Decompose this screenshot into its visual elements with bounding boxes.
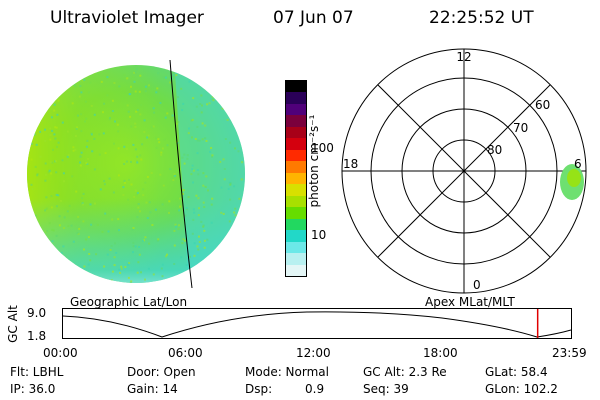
- polar-plot: 12 18 6 0 60 70 80: [341, 48, 587, 294]
- seq-field: Seq: 39: [363, 382, 409, 396]
- x-tick-2359: 23:59: [552, 346, 587, 360]
- mlt-label-6: 6: [574, 157, 582, 171]
- strip-frame: [62, 308, 572, 339]
- colorbar-band: [286, 149, 306, 162]
- lat-label-70: 70: [513, 121, 528, 135]
- colorbar-tick-100: 100: [311, 141, 334, 155]
- mode-field: Mode: Normal: [245, 365, 329, 379]
- terminator-line: [169, 59, 193, 289]
- colorbar-band: [286, 207, 306, 219]
- colorbar-band: [286, 230, 306, 242]
- colorbar-band: [286, 241, 306, 254]
- polar-label: Apex MLat/MLT: [425, 295, 515, 309]
- colorbar-band: [286, 161, 306, 173]
- lat-label-60: 60: [535, 98, 550, 112]
- x-tick-1200: 12:00: [296, 346, 331, 360]
- gc-alt-field: GC Alt: 2.3 Re: [363, 365, 447, 379]
- orbit-altitude-curve: [62, 311, 572, 338]
- colorbar-band: [286, 184, 306, 196]
- uv-globe-image: [27, 59, 245, 289]
- mlt-label-0: 0: [473, 278, 481, 292]
- colorbar-band: [286, 103, 306, 116]
- flt-field: Flt: LBHL: [10, 365, 64, 379]
- lat-label-80: 80: [487, 143, 502, 157]
- glon-field: GLon: 102.2: [485, 382, 558, 396]
- alt-tick-1-8: 1.8: [27, 329, 47, 343]
- dsp-field-label: Dsp:: [245, 382, 273, 396]
- colorbar-band: [286, 264, 306, 276]
- gc-alt-axis-label: GC Alt: [6, 305, 20, 343]
- colorbar-unit-label: photon cm⁻²s⁻¹: [307, 114, 321, 208]
- colorbar-band: [286, 172, 306, 185]
- colorbar: [285, 80, 307, 277]
- globe-label: Geographic Lat/Lon: [70, 295, 188, 309]
- colorbar-band: [286, 253, 306, 265]
- time-label: 22:25:52 UT: [429, 8, 534, 28]
- mlt-label-18: 18: [343, 157, 358, 171]
- x-tick-0600: 06:00: [168, 346, 203, 360]
- gain-field: Gain: 14: [127, 382, 178, 396]
- colorbar-band: [286, 195, 306, 208]
- x-tick-1800: 18:00: [423, 346, 458, 360]
- colorbar-band: [286, 138, 306, 150]
- colorbar-band: [286, 81, 306, 93]
- alt-tick-9: 9.0: [27, 306, 47, 320]
- ip-field: IP: 36.0: [10, 382, 56, 396]
- door-field: Door: Open: [127, 365, 196, 379]
- colorbar-band: [286, 126, 306, 139]
- colorbar-band: [286, 92, 306, 104]
- glat-field: GLat: 58.4: [485, 365, 548, 379]
- date-label: 07 Jun 07: [273, 8, 354, 28]
- colorbar-band: [286, 218, 306, 231]
- altitude-strip-plot: [62, 308, 572, 339]
- dsp-field-value: 0.9: [305, 382, 325, 396]
- colorbar-band: [286, 115, 306, 127]
- colorbar-tick-10: 10: [311, 228, 327, 242]
- app-title: Ultraviolet Imager: [50, 8, 204, 28]
- polar-diagonal-2: [377, 84, 551, 258]
- x-tick-0000: 00:00: [43, 346, 78, 360]
- mlt-label-12: 12: [456, 50, 471, 64]
